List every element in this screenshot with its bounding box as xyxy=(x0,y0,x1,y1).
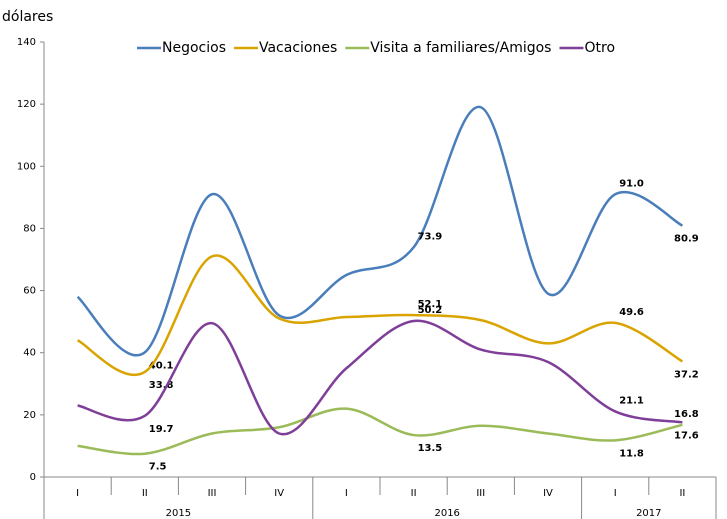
data-label: 21.1 xyxy=(619,395,644,406)
data-label: 13.5 xyxy=(418,443,443,454)
data-label: 73.9 xyxy=(418,231,443,242)
data-label: 17.6 xyxy=(674,430,699,441)
data-label: 91.0 xyxy=(619,178,644,189)
x-group-label: 2017 xyxy=(636,508,661,519)
x-tick-label: IV xyxy=(274,488,284,499)
data-label: 33.8 xyxy=(149,380,174,391)
x-tick-label: III xyxy=(208,488,217,499)
data-label: 50.2 xyxy=(418,305,443,316)
y-tick-label: 0 xyxy=(30,472,36,483)
data-label: 11.8 xyxy=(619,448,644,459)
legend-label: Otro xyxy=(584,40,615,56)
series-line xyxy=(76,105,684,357)
x-tick-label: I xyxy=(345,488,348,499)
x-tick-label: I xyxy=(614,488,617,499)
legend-label: Visita a familiares/Amigos xyxy=(370,40,551,56)
data-label: 80.9 xyxy=(674,234,699,245)
x-tick-label: II xyxy=(411,488,417,499)
y-tick-label: 60 xyxy=(23,286,36,297)
y-axis-label: dólares xyxy=(2,9,53,25)
data-label: 19.7 xyxy=(149,424,174,435)
series-line xyxy=(77,319,683,436)
series-line xyxy=(76,254,684,376)
y-tick-label: 120 xyxy=(17,99,36,110)
data-label: 16.8 xyxy=(674,409,699,420)
y-tick-label: 20 xyxy=(23,410,36,421)
x-tick-label: II xyxy=(679,488,685,499)
y-tick-label: 80 xyxy=(23,223,36,234)
data-label: 52.1 xyxy=(418,299,443,310)
y-tick-label: 40 xyxy=(23,348,36,359)
x-group-label: 2016 xyxy=(434,508,459,519)
x-tick-label: III xyxy=(476,488,485,499)
x-group-label: 2015 xyxy=(166,508,191,519)
data-label: 37.2 xyxy=(674,369,699,380)
legend-label: Negocios xyxy=(162,40,226,56)
y-tick-label: 140 xyxy=(17,37,36,48)
legend-label: Vacaciones xyxy=(259,40,337,56)
x-tick-label: II xyxy=(142,488,148,499)
data-label: 7.5 xyxy=(149,462,167,473)
x-tick-label: IV xyxy=(543,488,553,499)
y-tick-label: 100 xyxy=(17,161,36,172)
x-tick-label: I xyxy=(76,488,79,499)
data-label: 49.6 xyxy=(619,307,644,318)
data-label: 40.1 xyxy=(149,360,174,371)
series-line xyxy=(77,407,683,456)
